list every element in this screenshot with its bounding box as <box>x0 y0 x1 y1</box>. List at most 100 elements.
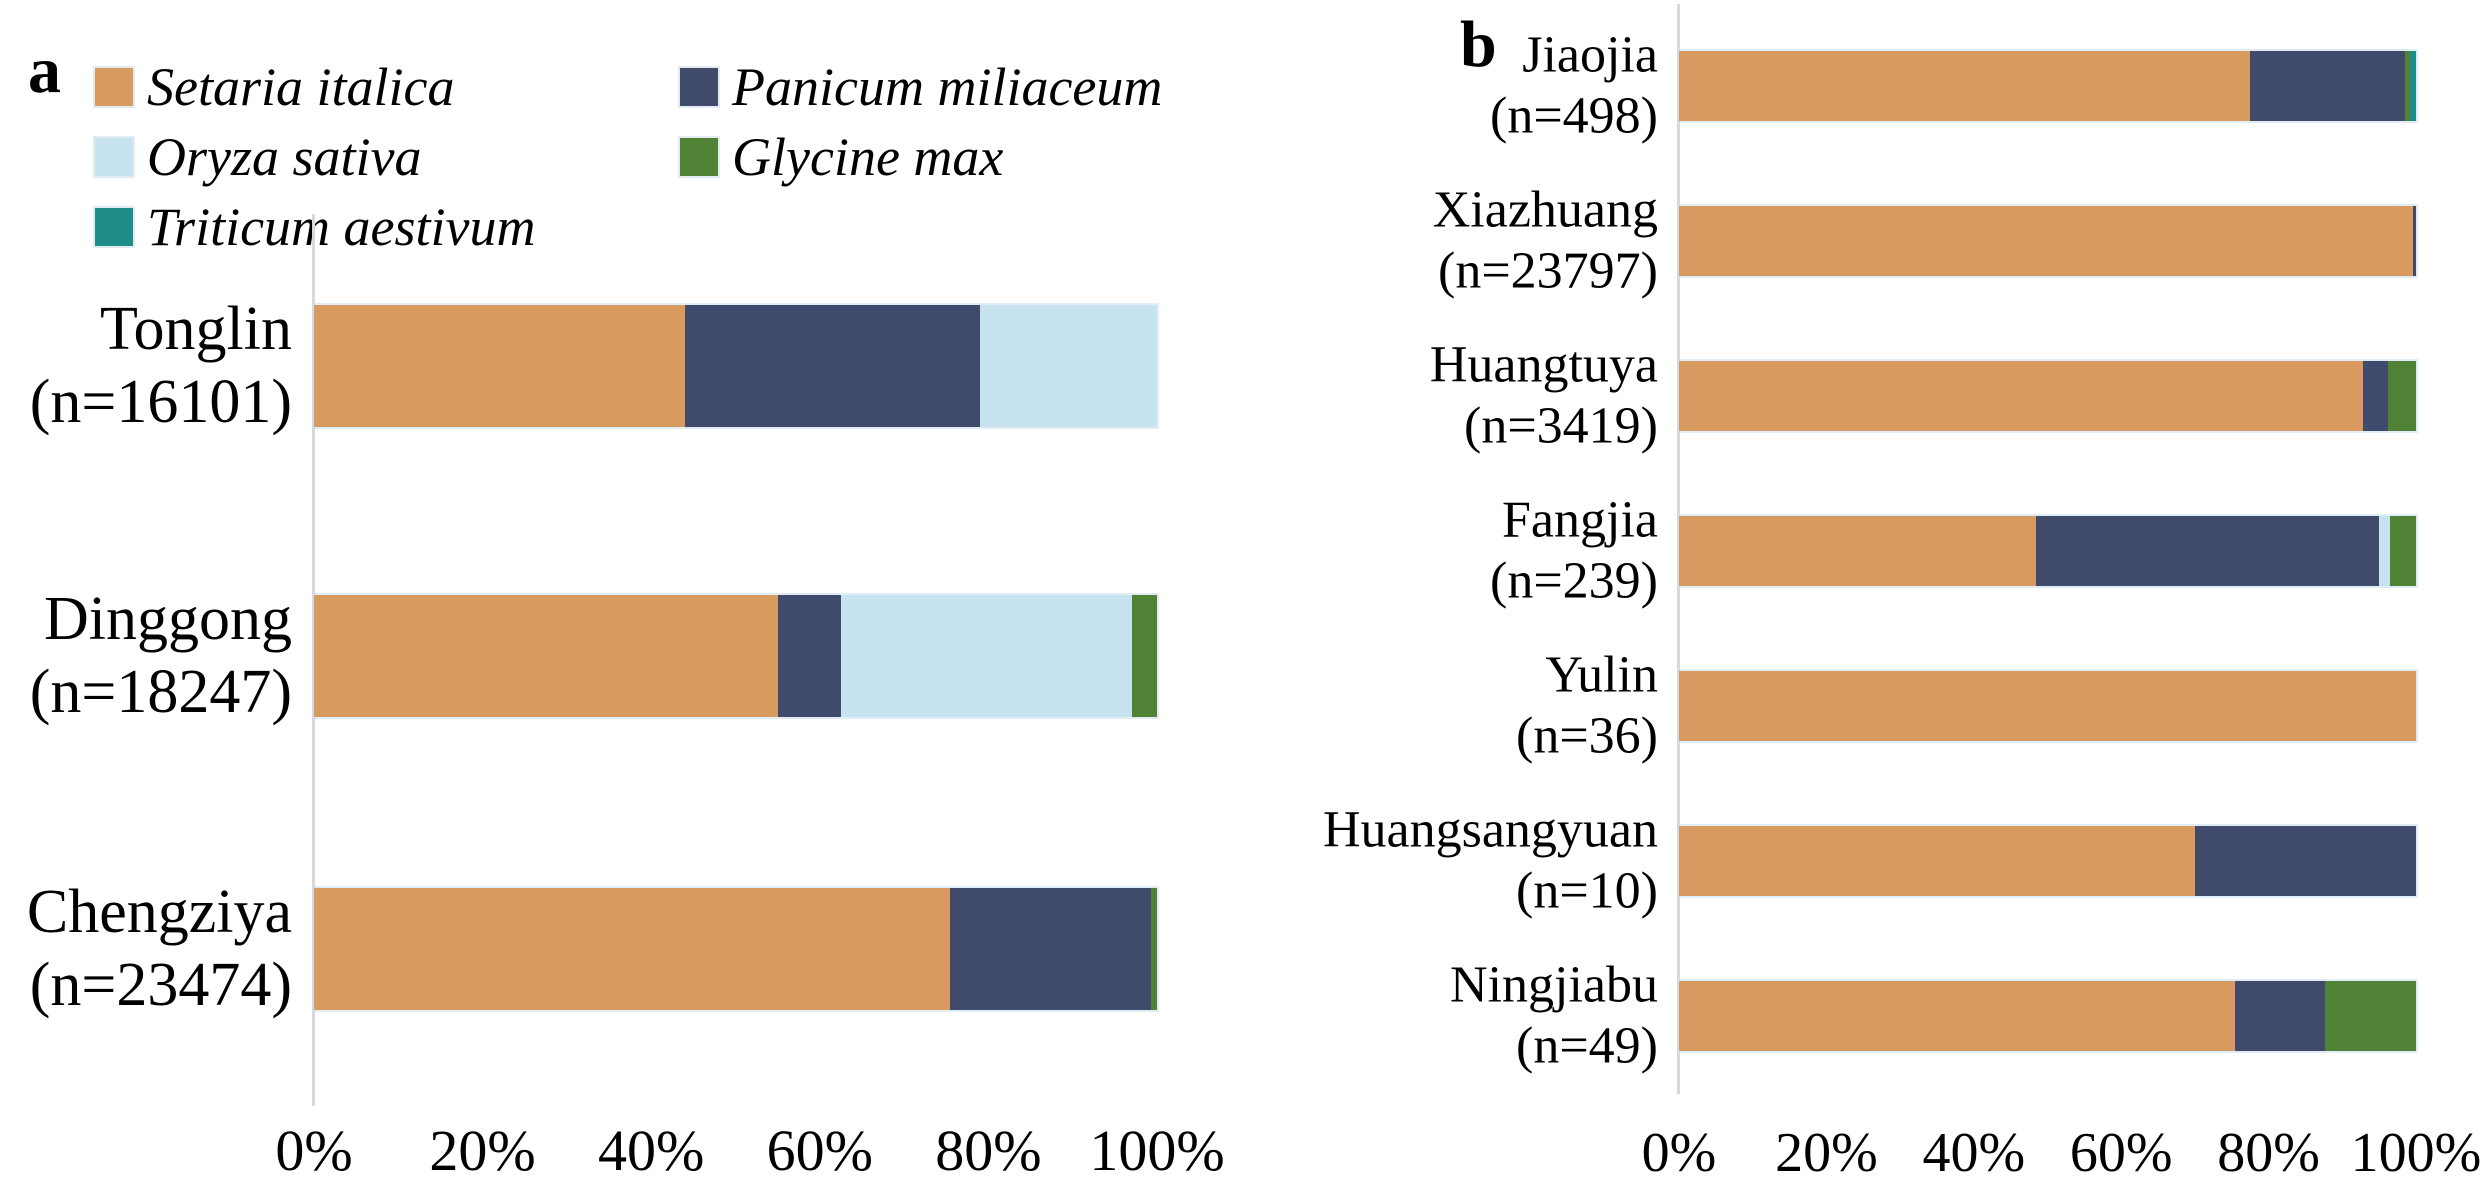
legend-item: Triticum aestivum <box>95 200 680 254</box>
site-name: Fangjia <box>1502 491 1658 549</box>
x-tick-label: 100% <box>2350 1122 2482 1184</box>
category-label: Dinggong (n=18247) <box>30 583 292 729</box>
legend-item: Glycine max <box>680 130 1162 184</box>
site-count: (n=16101) <box>29 368 292 436</box>
site-name: Huangtuya <box>1429 336 1658 394</box>
site-name: Xiazhuang <box>1432 181 1658 239</box>
bar-segment <box>1151 888 1157 1010</box>
bar-segment <box>2325 981 2416 1051</box>
category-label: Jiaojia (n=498) <box>1490 25 1658 148</box>
x-tick-label: 0% <box>275 1118 353 1183</box>
bar-segment <box>2390 516 2416 586</box>
x-tick-label: 60% <box>766 1118 873 1183</box>
site-count: (n=23474) <box>29 951 292 1019</box>
site-name: Dinggong <box>44 584 292 653</box>
category-label: Xiazhuang (n=23797) <box>1433 180 1658 303</box>
bar-segment <box>2410 51 2416 121</box>
category-label: Fangjia (n=239) <box>1490 490 1658 613</box>
x-tick-label: 100% <box>1089 1118 1225 1183</box>
site-count: (n=3419) <box>1464 398 1658 455</box>
bar-segment <box>979 305 1157 427</box>
bar-segment <box>2362 361 2388 431</box>
bar-stack <box>1679 361 2416 431</box>
bar-segment <box>2404 51 2411 121</box>
bar-segment <box>840 595 1132 717</box>
bar-segment <box>1679 206 2414 276</box>
site-count: (n=49) <box>1516 1018 1658 1075</box>
site-name: Chengziya <box>26 877 292 946</box>
bar-stack <box>1679 51 2416 121</box>
bar-stack <box>1679 206 2416 276</box>
site-count: (n=36) <box>1516 708 1658 765</box>
bar-segment <box>1131 595 1157 717</box>
legend-swatch-icon <box>95 208 133 246</box>
x-tick-label: 60% <box>2069 1122 2173 1184</box>
bar-segment <box>1679 981 2236 1051</box>
x-tick-label: 20% <box>429 1118 536 1183</box>
site-count: (n=498) <box>1490 88 1658 145</box>
bar-segment <box>1679 826 2195 896</box>
bar-segment <box>2413 206 2416 276</box>
legend-swatch-icon <box>680 68 718 106</box>
legend-item-label: Triticum aestivum <box>147 197 536 257</box>
bar-segment <box>1679 516 2037 586</box>
legend-swatch-icon <box>95 68 133 106</box>
bar-segment <box>777 595 841 717</box>
category-label: Yulin (n=36) <box>1516 645 1658 768</box>
site-count: (n=10) <box>1516 863 1658 920</box>
bar-segment <box>2379 516 2391 586</box>
bar-segment <box>2194 826 2416 896</box>
bar-stack <box>1679 671 2416 741</box>
panel-b-label: b <box>1460 8 1497 81</box>
legend-swatch-icon <box>95 138 133 176</box>
bar-segment <box>1679 361 2363 431</box>
bar-segment <box>314 595 778 717</box>
panel-a-label: a <box>28 34 61 107</box>
bar-segment <box>2387 361 2416 431</box>
bar-stack <box>1679 981 2416 1051</box>
bar-stack <box>314 305 1157 427</box>
legend-item: Oryza sativa <box>95 130 680 184</box>
bar-stack <box>314 595 1157 717</box>
site-count: (n=239) <box>1490 553 1658 610</box>
x-tick-label: 40% <box>1922 1122 2026 1184</box>
panel-a-axis-line <box>312 214 315 1106</box>
x-tick-label: 80% <box>2217 1122 2320 1184</box>
bar-segment <box>2250 51 2405 121</box>
legend-item-label: Panicum miliaceum <box>732 57 1163 117</box>
bar-segment <box>1679 51 2251 121</box>
category-label: Huangsangyuan (n=10) <box>1323 800 1658 923</box>
site-name: Huangsangyuan <box>1322 801 1658 859</box>
legend-swatch-icon <box>680 138 718 176</box>
site-count: (n=23797) <box>1438 243 1658 300</box>
legend-item-label: Oryza sativa <box>147 127 422 187</box>
legend-item: Panicum miliaceum <box>680 60 1162 114</box>
category-label: Ningjiabu (n=49) <box>1450 955 1658 1078</box>
legend-item-label: Glycine max <box>732 127 1004 187</box>
site-name: Tonglin <box>100 294 292 363</box>
x-tick-label: 40% <box>598 1118 705 1183</box>
legend: Setaria italica Panicum miliaceum Oryza sa… <box>95 52 1162 262</box>
bar-stack <box>1679 826 2416 896</box>
bar-segment <box>2235 981 2326 1051</box>
legend-item: Setaria italica <box>95 60 680 114</box>
site-count: (n=18247) <box>29 658 292 726</box>
legend-item-label: Setaria italica <box>147 57 455 117</box>
bar-segment <box>1679 671 2416 741</box>
bar-stack <box>1679 516 2416 586</box>
x-tick-label: 0% <box>1641 1122 1717 1184</box>
site-name: Jiaojia <box>1522 26 1658 84</box>
site-name: Yulin <box>1545 646 1658 704</box>
category-label: Chengziya (n=23474) <box>27 876 292 1022</box>
site-name: Ningjiabu <box>1450 956 1658 1014</box>
bar-stack <box>314 888 1157 1010</box>
bar-segment <box>950 888 1152 1010</box>
panel-b-axis-line <box>1677 4 1680 1094</box>
category-label: Tonglin (n=16101) <box>30 293 292 439</box>
bar-segment <box>314 305 685 427</box>
x-tick-label: 80% <box>935 1118 1042 1183</box>
bar-segment <box>2036 516 2380 586</box>
bar-segment <box>314 888 951 1010</box>
x-tick-label: 20% <box>1775 1122 1878 1184</box>
